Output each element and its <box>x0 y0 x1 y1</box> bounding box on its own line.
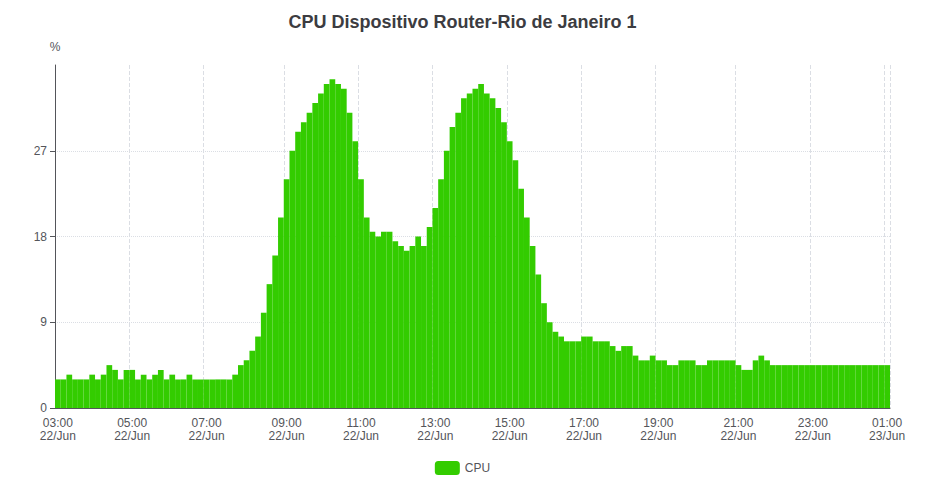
svg-text:17:00: 17:00 <box>569 416 599 430</box>
svg-text:01:00: 01:00 <box>872 416 902 430</box>
svg-text:22/Jun: 22/Jun <box>417 429 453 443</box>
svg-text:22/Jun: 22/Jun <box>492 429 528 443</box>
svg-text:23/Jun: 23/Jun <box>869 429 905 443</box>
svg-text:05:00: 05:00 <box>117 416 147 430</box>
svg-text:CPU Dispositivo Router-Rio de: CPU Dispositivo Router-Rio de Janeiro 1 <box>288 12 636 32</box>
svg-text:CPU: CPU <box>465 461 490 475</box>
svg-text:21:00: 21:00 <box>723 416 753 430</box>
svg-text:22/Jun: 22/Jun <box>269 429 305 443</box>
svg-text:22/Jun: 22/Jun <box>566 429 602 443</box>
svg-text:22/Jun: 22/Jun <box>114 429 150 443</box>
svg-text:0: 0 <box>40 401 47 415</box>
svg-text:22/Jun: 22/Jun <box>720 429 756 443</box>
svg-text:22/Jun: 22/Jun <box>343 429 379 443</box>
svg-text:23:00: 23:00 <box>798 416 828 430</box>
svg-text:09:00: 09:00 <box>272 416 302 430</box>
svg-text:11:00: 11:00 <box>346 416 375 430</box>
svg-text:03:00: 03:00 <box>43 416 73 430</box>
svg-text:9: 9 <box>40 315 47 329</box>
svg-text:22/Jun: 22/Jun <box>640 429 676 443</box>
svg-text:18: 18 <box>34 230 48 244</box>
svg-text:22/Jun: 22/Jun <box>189 429 225 443</box>
svg-text:13:00: 13:00 <box>420 416 450 430</box>
svg-text:27: 27 <box>34 144 48 158</box>
svg-text:19:00: 19:00 <box>643 416 673 430</box>
svg-text:%: % <box>50 40 61 54</box>
svg-text:07:00: 07:00 <box>192 416 222 430</box>
svg-text:15:00: 15:00 <box>495 416 525 430</box>
svg-text:22/Jun: 22/Jun <box>795 429 831 443</box>
svg-text:22/Jun: 22/Jun <box>40 429 76 443</box>
